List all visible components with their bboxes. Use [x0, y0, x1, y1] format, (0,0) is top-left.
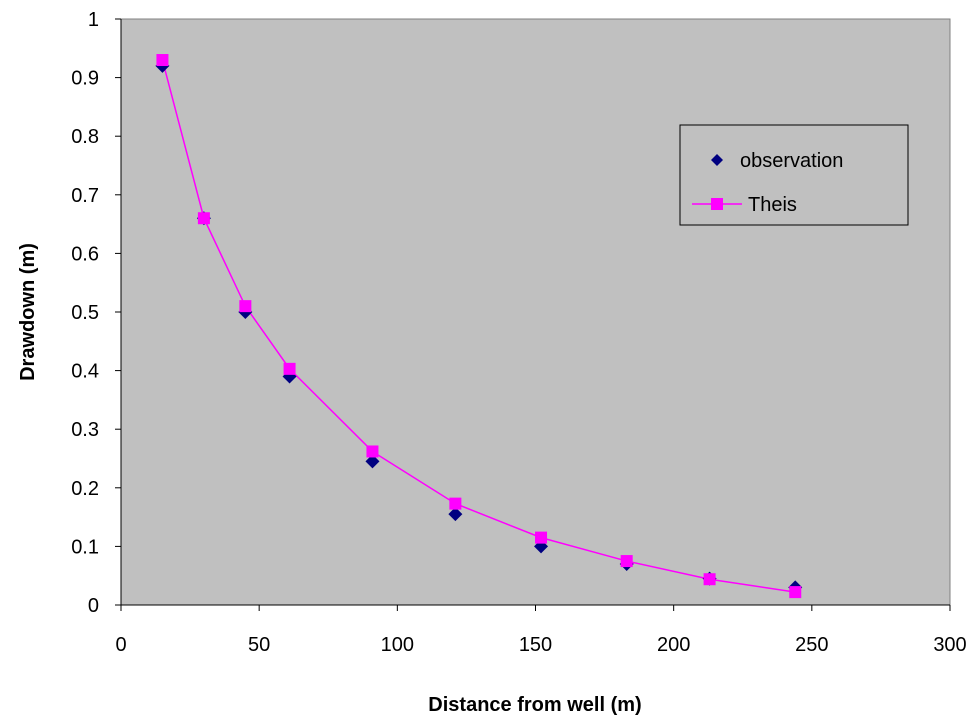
- theis-point: [789, 586, 802, 599]
- legend-observation-label: observation: [740, 150, 843, 172]
- x-tick-label: 50: [248, 634, 270, 656]
- y-tick-label: 0.2: [71, 478, 99, 500]
- plot-area: [120, 18, 951, 606]
- theis-point: [449, 497, 462, 510]
- legend: observation Theis: [679, 124, 909, 226]
- y-tick-label: 0.3: [71, 419, 99, 441]
- theis-point: [239, 300, 252, 313]
- y-tick-label: 0.8: [71, 126, 99, 148]
- legend-observation-marker: [711, 154, 723, 166]
- theis-point: [620, 555, 633, 568]
- y-tick-label: 1: [88, 9, 99, 31]
- y-axis: 0 0.1 0.2 0.3 0.4 0.5 0.6 0.7 0.8 0.9 1: [71, 9, 122, 617]
- legend-theis-marker: [711, 198, 723, 210]
- x-tick-label: 200: [657, 634, 690, 656]
- observation-point: [365, 454, 380, 469]
- series-layer: [155, 54, 803, 599]
- x-tick-label: 250: [795, 634, 828, 656]
- y-tick-label: 0.5: [71, 302, 99, 324]
- y-tick-label: 0.7: [71, 185, 99, 207]
- theis-point: [156, 54, 169, 67]
- y-tick-label: 0: [88, 595, 99, 617]
- x-tick-label: 0: [115, 634, 126, 656]
- theis-point: [535, 531, 548, 544]
- y-tick-label: 0.1: [71, 536, 99, 558]
- y-axis-title: Drawdown (m): [17, 243, 39, 381]
- legend-theis-label: Theis: [748, 194, 797, 216]
- x-axis-title: Distance from well (m): [428, 694, 641, 716]
- theis-point: [197, 212, 210, 225]
- x-tick-label: 300: [933, 634, 966, 656]
- x-tick-label: 150: [519, 634, 552, 656]
- x-tick-label: 100: [381, 634, 414, 656]
- x-axis: 0 50 100 150 200 250 300: [115, 604, 967, 656]
- theis-point: [366, 445, 379, 458]
- observation-point: [448, 507, 463, 522]
- theis-point: [703, 573, 716, 586]
- y-tick-label: 0.9: [71, 68, 99, 90]
- theis-series-line: [161, 59, 796, 593]
- theis-point: [283, 362, 296, 375]
- y-tick-label: 0.6: [71, 243, 99, 265]
- y-tick-label: 0.4: [71, 361, 99, 383]
